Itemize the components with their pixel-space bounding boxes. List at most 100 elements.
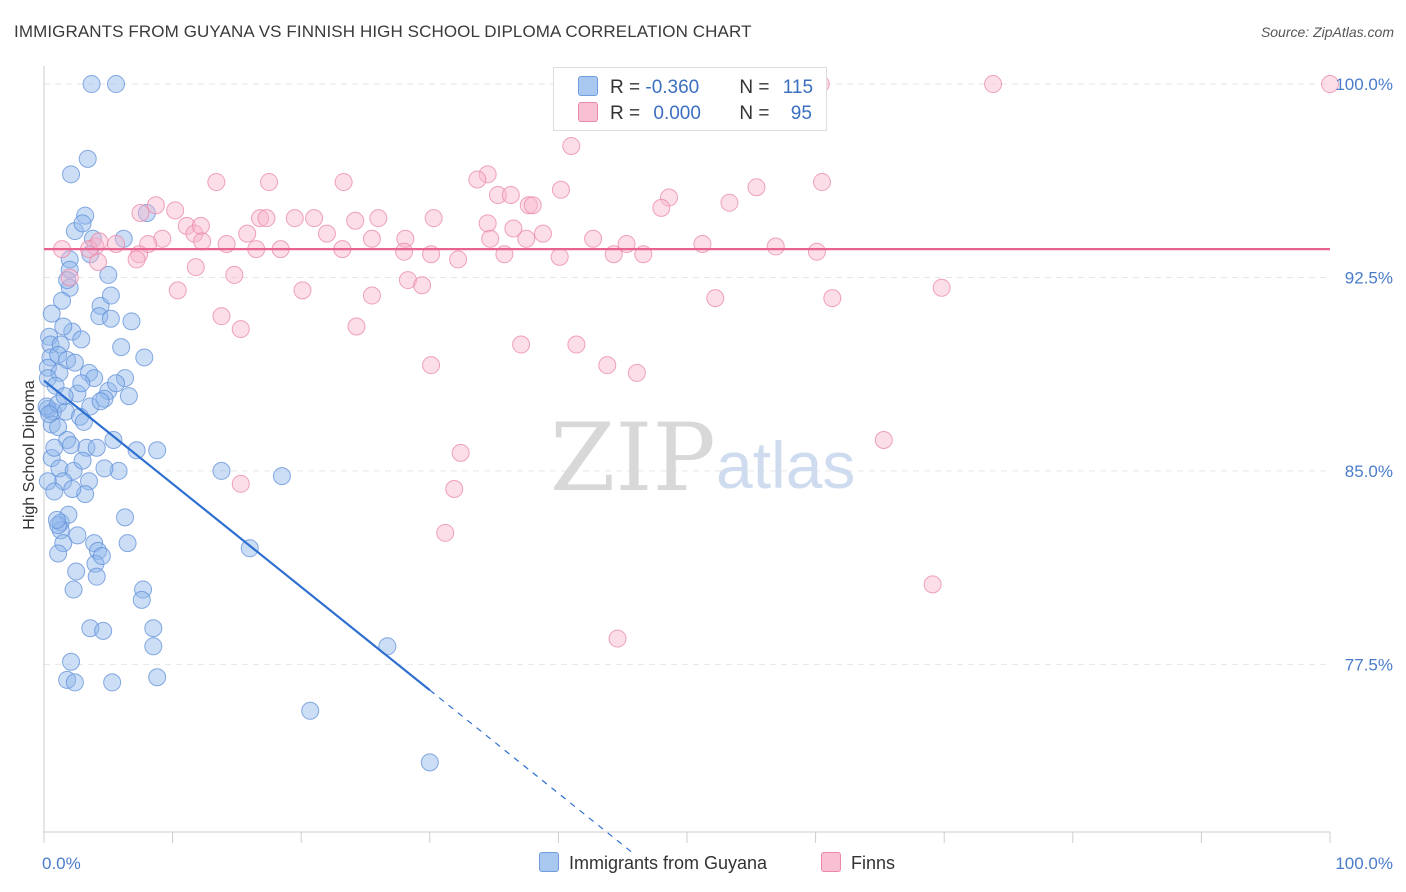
point-guyana [107, 75, 126, 94]
point-guyana [65, 222, 84, 241]
point-finns [207, 173, 226, 192]
point-guyana [135, 348, 154, 367]
point-finns [481, 229, 500, 248]
point-guyana [47, 510, 66, 529]
point-guyana [118, 534, 137, 553]
point-finns [166, 201, 185, 220]
point-finns [413, 276, 432, 295]
point-guyana [101, 286, 120, 305]
point-finns [551, 180, 570, 199]
legend-r-value: -0.360 [645, 77, 700, 98]
point-finns [260, 173, 279, 192]
point-finns [517, 229, 536, 248]
point-finns [257, 209, 276, 228]
point-guyana [91, 392, 110, 411]
point-guyana [42, 304, 61, 323]
point-guyana [301, 701, 320, 720]
point-finns [504, 219, 523, 238]
point-finns [923, 575, 942, 594]
point-guyana [101, 309, 120, 328]
legend-item-guyana[interactable]: Immigrants from Guyana [539, 852, 767, 874]
legend-r-value: 0.000 [653, 103, 701, 124]
legend-item-finns[interactable]: Finns [821, 852, 895, 874]
legend-row-guyana: R = -0.360 N = 115 [578, 76, 813, 100]
point-guyana [144, 637, 163, 656]
point-guyana [73, 451, 92, 470]
point-finns [523, 196, 542, 215]
point-finns [567, 335, 586, 354]
point-finns [533, 224, 552, 243]
point-guyana [68, 526, 87, 545]
point-guyana [67, 562, 86, 581]
point-finns [238, 224, 257, 243]
point-guyana [272, 467, 291, 486]
point-guyana [54, 317, 73, 336]
tick-labels: 77.5% 85.0% 92.5% 100.0% 0.0% 100.0% [42, 75, 1393, 873]
trend-line-guyana [43, 379, 431, 692]
point-finns [305, 209, 324, 228]
point-guyana [116, 508, 135, 527]
point-guyana [94, 621, 113, 640]
point-guyana [212, 461, 231, 480]
point-finns [251, 209, 270, 228]
point-finns [706, 289, 725, 308]
point-finns [317, 224, 336, 243]
point-finns [659, 188, 678, 207]
point-guyana [65, 353, 84, 372]
point-finns [285, 209, 304, 228]
point-guyana [148, 668, 167, 687]
point-finns [932, 278, 951, 297]
point-finns [398, 271, 417, 290]
point-guyana [54, 534, 73, 553]
point-guyana [119, 387, 138, 406]
point-guyana [64, 580, 83, 599]
point-guyana [87, 438, 106, 457]
point-guyana [72, 330, 91, 349]
point-finns [185, 224, 204, 243]
point-guyana [40, 405, 59, 424]
watermark: ZIP atlas [550, 404, 855, 513]
point-finns [720, 193, 739, 212]
point-finns [1321, 75, 1339, 94]
legend-n-value: 115 [782, 77, 814, 98]
point-finns [445, 479, 464, 498]
point-finns [451, 443, 470, 462]
point-finns [874, 430, 893, 449]
legend-swatch-guyana [539, 852, 559, 872]
point-guyana [112, 338, 131, 357]
watermark-zip: ZIP [550, 404, 716, 513]
point-guyana [92, 547, 111, 566]
point-guyana [95, 459, 114, 478]
legend-swatch-guyana [578, 76, 598, 96]
legend-r-label: R = [610, 103, 646, 124]
point-finns [512, 335, 531, 354]
source-label: Source: ZipAtlas.com [1260, 24, 1394, 40]
point-guyana [62, 652, 81, 671]
point-guyana [53, 291, 72, 310]
point-finns [362, 286, 381, 305]
point-finns [153, 229, 172, 248]
trend-line-guyana-extension [429, 689, 636, 856]
legend-n-label: N = [739, 103, 775, 124]
watermark-atlas: atlas [716, 428, 855, 502]
point-guyana [38, 472, 57, 491]
point-guyana [49, 345, 68, 364]
chart-title: IMMIGRANTS FROM GUYANA VS FINNISH HIGH S… [14, 22, 752, 41]
point-guyana [74, 412, 93, 431]
point-guyana [60, 250, 79, 269]
point-finns [127, 250, 146, 269]
point-guyana [46, 376, 65, 395]
point-finns [60, 268, 79, 287]
point-finns [584, 229, 603, 248]
point-guyana [73, 214, 92, 233]
legend-swatch-finns [821, 852, 841, 872]
point-finns [89, 253, 108, 272]
legend-label-finns: Finns [851, 853, 896, 873]
axes [43, 66, 1331, 843]
legend-row-finns: R = 0.000 N = 95 [578, 102, 812, 126]
point-guyana [148, 441, 167, 460]
point-guyana [132, 590, 151, 609]
gridlines [44, 83, 1330, 665]
point-guyana [45, 482, 64, 501]
x-tick-label-max: 100.0% [1335, 854, 1393, 873]
